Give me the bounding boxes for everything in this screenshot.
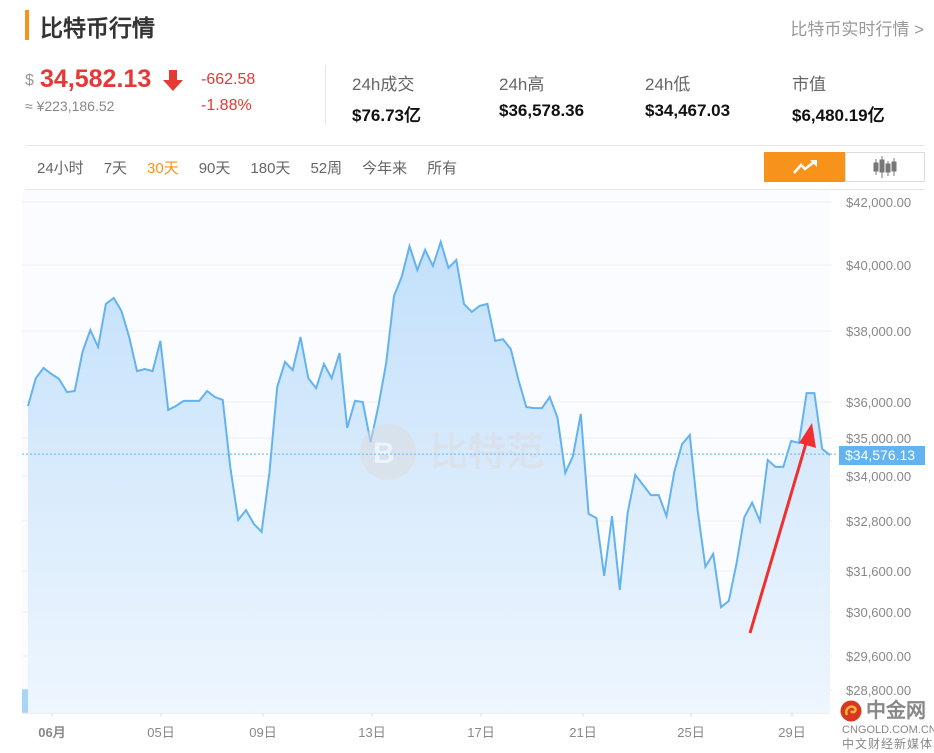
y-tick-label: $34,000.00 [846,469,911,484]
tab-180d[interactable]: 180天 [250,160,291,177]
y-tick-label: $32,800.00 [846,514,911,529]
x-tick-label: 29日 [778,725,805,740]
candlestick-icon [873,156,897,178]
stat-label: 24h成交 [352,75,415,94]
divider [325,65,326,125]
price-chart[interactable]: B 比特范 $42,000.00 $40,000.00 $38,000.00 $36,… [0,190,934,753]
x-tick-label: 21日 [569,725,596,740]
y-tick-label: $42,000.00 [846,195,911,210]
page-title: 比特币行情 [40,15,155,41]
tab-7d[interactable]: 7天 [103,160,128,177]
candlestick-button[interactable] [845,152,925,182]
title-accent-bar [25,10,29,40]
y-tick-label: $30,600.00 [846,605,911,620]
stat-24h-low: 24h低 $34,467.03 [645,70,730,121]
stat-value: $76.73亿 [352,106,421,125]
y-tick-label: $28,800.00 [846,683,911,698]
price-area [28,242,830,713]
current-price: 34,582.13 [40,65,152,93]
tab-all[interactable]: 所有 [427,160,458,177]
tab-ytd[interactable]: 今年来 [362,160,408,177]
stat-value: $36,578.36 [499,101,585,120]
price-line [27,238,831,609]
tab-52w[interactable]: 52周 [310,160,343,177]
stat-value: $6,480.19亿 [792,106,885,125]
x-tick-label: 25日 [677,725,704,740]
arrow-down-icon [163,70,183,97]
brand-url: CNGOLD.COM.CN [842,724,934,736]
tab-90d[interactable]: 90天 [198,160,231,177]
x-tick-label: 05日 [147,725,174,740]
price-change-percent: -1.88% [201,97,252,114]
tab-30d[interactable]: 30天 [147,160,179,177]
price-cny: ≈ ¥223,186.52 [25,98,115,114]
stat-label: 24h高 [499,75,545,94]
y-tick-label: $29,600.00 [846,649,911,664]
cngold-logo-icon [840,700,862,722]
tab-24h[interactable]: 24小时 [37,160,84,177]
line-chart-button[interactable] [764,152,845,182]
y-tick-label: $36,000.00 [846,395,911,410]
y-tick-label: $40,000.00 [846,258,911,273]
stat-value: $34,467.03 [645,101,731,120]
svg-text:B: B [373,437,395,470]
line-chart-icon [792,160,817,174]
stat-24h-volume: 24h成交 $76.73亿 [352,70,421,126]
stat-label: 24h低 [645,75,691,94]
watermark-text: 比特范 [430,432,544,474]
x-tick-label: 17日 [467,725,494,740]
brand-tagline: 中文财经新媒体 [842,737,934,751]
watermark: B 比特范 [360,424,544,480]
stat-24h-high: 24h高 $36,578.36 [499,70,584,121]
y-tick-label: $31,600.00 [846,564,911,579]
range-tabs: 24小时 7天 30天 90天 180天 52周 今年来 所有 [37,157,477,178]
divider [25,189,925,190]
x-tick-label: 13日 [358,725,385,740]
currency-symbol: $ [25,72,34,89]
stat-label: 市值 [792,75,826,94]
x-tick-label: 06月 [38,725,65,740]
annotation-arrow [748,423,816,634]
brand-name: 中金网 [866,700,926,722]
divider [25,145,925,146]
current-price-label: $34,576.13 [839,446,925,465]
y-tick-label: $35,000.00 [846,431,911,446]
x-tick-label: 09日 [249,725,276,740]
volume-bar [22,689,29,713]
realtime-quotes-link[interactable]: 比特币实时行情 > [790,20,924,39]
y-tick-label: $38,000.00 [846,324,911,339]
stat-market-cap: 市值 $6,480.19亿 [792,70,885,126]
price-change: -662.58 [201,71,256,88]
